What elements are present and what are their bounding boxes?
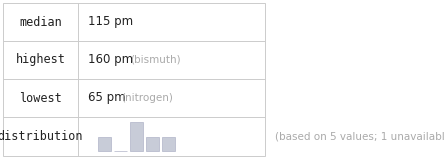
Bar — [146, 136, 159, 151]
Bar — [162, 136, 175, 151]
Text: highest: highest — [16, 53, 65, 66]
Text: distribution: distribution — [0, 130, 83, 143]
Text: lowest: lowest — [19, 91, 62, 104]
Text: median: median — [19, 15, 62, 28]
Text: (nitrogen): (nitrogen) — [121, 93, 173, 103]
Text: (based on 5 values; 1 unavailable): (based on 5 values; 1 unavailable) — [275, 131, 445, 142]
Bar — [98, 136, 111, 151]
Bar — [3, 3, 265, 156]
Text: 160 pm: 160 pm — [88, 53, 133, 66]
Bar — [130, 122, 143, 151]
Text: 115 pm: 115 pm — [88, 15, 133, 28]
Text: 65 pm: 65 pm — [88, 91, 125, 104]
Text: (bismuth): (bismuth) — [130, 55, 181, 65]
